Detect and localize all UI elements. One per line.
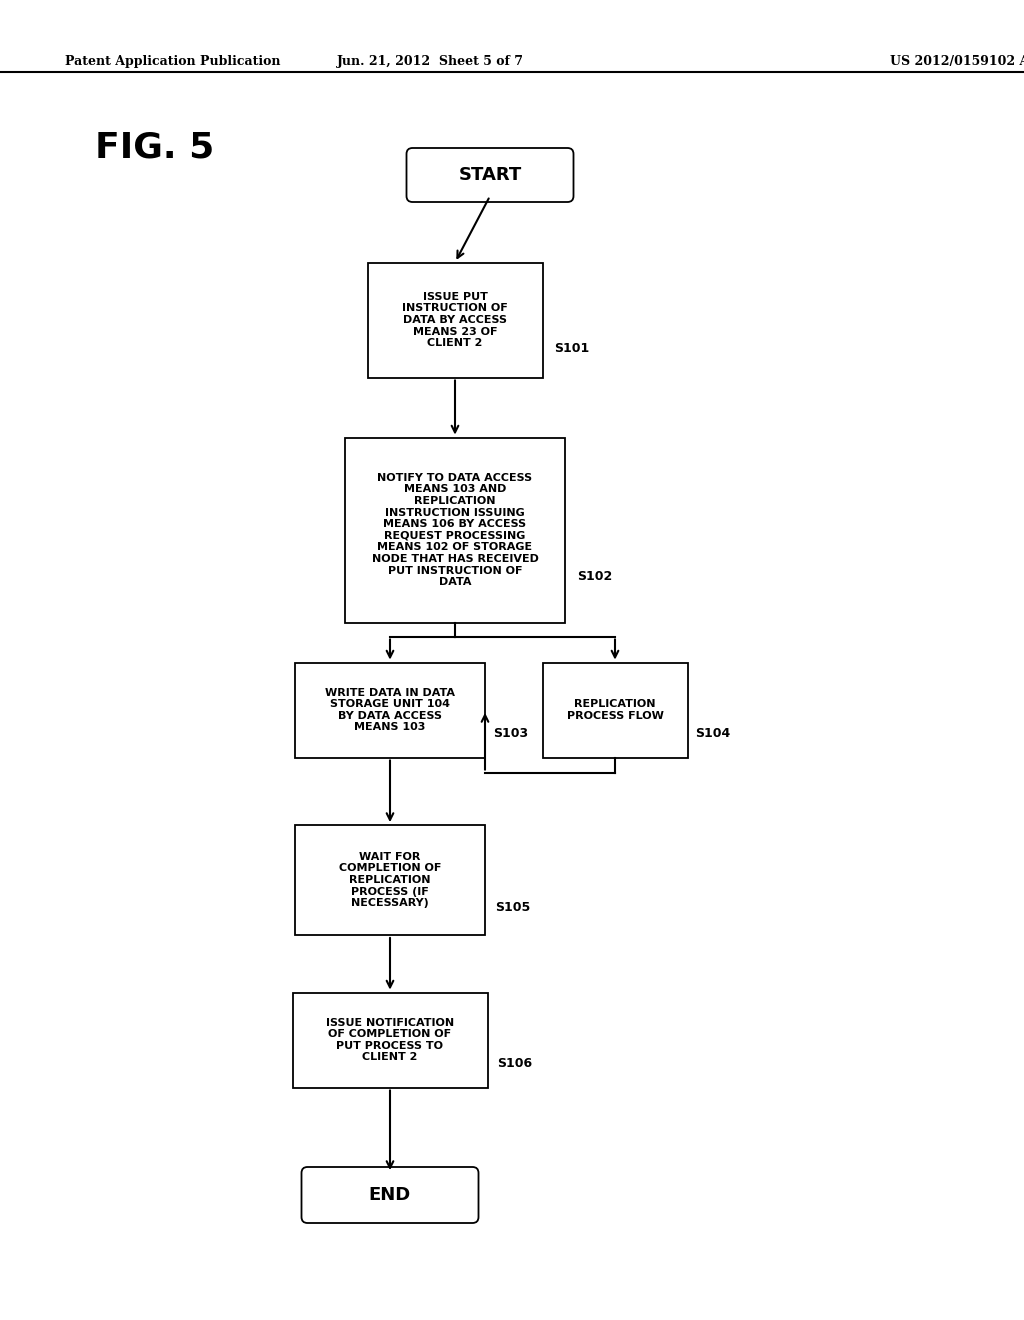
- Text: US 2012/0159102 A1: US 2012/0159102 A1: [890, 55, 1024, 69]
- Text: END: END: [369, 1185, 411, 1204]
- Text: S105: S105: [495, 902, 530, 913]
- Bar: [295, 663, 485, 758]
- Text: NOTIFY TO DATA ACCESS
MEANS 103 AND
REPLICATION
INSTRUCTION ISSUING
MEANS 106 BY: NOTIFY TO DATA ACCESS MEANS 103 AND REPL…: [372, 473, 539, 587]
- Text: WAIT FOR
COMPLETION OF
REPLICATION
PROCESS (IF
NECESSARY): WAIT FOR COMPLETION OF REPLICATION PROCE…: [339, 851, 441, 908]
- Text: S106: S106: [498, 1057, 532, 1071]
- FancyBboxPatch shape: [407, 148, 573, 202]
- Text: S103: S103: [493, 727, 528, 741]
- Text: ISSUE PUT
INSTRUCTION OF
DATA BY ACCESS
MEANS 23 OF
CLIENT 2: ISSUE PUT INSTRUCTION OF DATA BY ACCESS …: [402, 292, 508, 348]
- Text: START: START: [459, 166, 521, 183]
- Text: S102: S102: [577, 570, 612, 582]
- Text: S104: S104: [695, 727, 731, 741]
- Text: Jun. 21, 2012  Sheet 5 of 7: Jun. 21, 2012 Sheet 5 of 7: [337, 55, 523, 69]
- Text: ISSUE NOTIFICATION
OF COMPLETION OF
PUT PROCESS TO
CLIENT 2: ISSUE NOTIFICATION OF COMPLETION OF PUT …: [326, 1018, 454, 1063]
- Bar: [295, 825, 485, 935]
- Text: WRITE DATA IN DATA
STORAGE UNIT 104
BY DATA ACCESS
MEANS 103: WRITE DATA IN DATA STORAGE UNIT 104 BY D…: [325, 688, 455, 733]
- Text: S101: S101: [555, 342, 590, 355]
- Text: FIG. 5: FIG. 5: [95, 129, 214, 164]
- Bar: [293, 993, 487, 1088]
- FancyBboxPatch shape: [301, 1167, 478, 1224]
- Bar: [345, 437, 565, 623]
- Bar: [368, 263, 543, 378]
- Text: REPLICATION
PROCESS FLOW: REPLICATION PROCESS FLOW: [566, 700, 664, 721]
- Text: Patent Application Publication: Patent Application Publication: [65, 55, 281, 69]
- Bar: [543, 663, 687, 758]
